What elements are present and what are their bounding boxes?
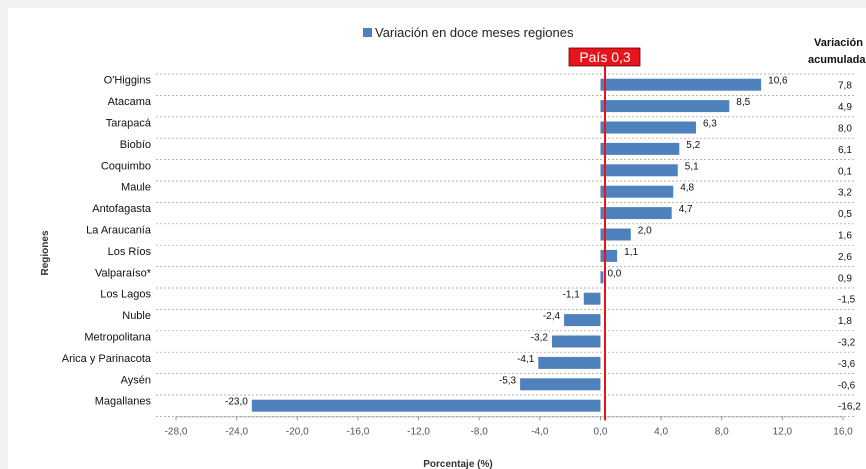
legend-label: Variación en doce meses regiones [375, 25, 574, 40]
bar [600, 164, 678, 177]
bar [600, 142, 680, 155]
category-label: Aysén [121, 374, 151, 386]
bar [600, 228, 631, 241]
category-label: Los Ríos [108, 246, 152, 258]
bar [538, 356, 601, 369]
x-tick-label: -20,0 [286, 426, 309, 437]
x-tick-label: -24,0 [225, 426, 248, 437]
gridlines [156, 73, 854, 418]
category-label: Arica y Parinacota [62, 353, 152, 365]
accumulated-header: Variación acumulada [808, 37, 866, 66]
data-label: 8,5 [736, 97, 750, 108]
y-axis-title: Regiones [40, 230, 51, 275]
accumulated-value: 6,1 [838, 145, 852, 156]
data-label: 1,1 [624, 247, 638, 258]
data-label: -5,3 [499, 375, 517, 386]
category-label: Tarapacá [106, 118, 152, 130]
bar [600, 121, 696, 134]
x-tick-label: 0,0 [594, 426, 608, 437]
category-label: Maule [121, 182, 151, 194]
bar [600, 249, 618, 262]
bars: 10,6 8,5 6,35,2 5,1 4,8 4,7 2,01,10,0 -1,1-2,4 -… [225, 76, 788, 412]
data-label: -4,1 [517, 354, 535, 365]
accumulated-value: -16,2 [838, 402, 861, 413]
accumulated-value: -0,6 [838, 380, 856, 391]
accumulated-value: 1,8 [838, 316, 852, 327]
bar [251, 399, 601, 412]
accumulated-header-line1: Variación [814, 37, 863, 49]
category-label: Metropolitana [84, 332, 152, 344]
accumulated-header-line2: acumulada [808, 54, 866, 66]
x-tick-label: 8,0 [715, 426, 729, 437]
data-label: -1,1 [563, 290, 581, 301]
bar [600, 78, 762, 91]
x-tick-label: -8,0 [471, 426, 489, 437]
data-label: 2,0 [638, 226, 652, 237]
data-label: -2,4 [543, 311, 561, 322]
bar [600, 271, 604, 284]
bar [600, 207, 672, 220]
category-label: Biobío [120, 139, 151, 151]
x-axis-ticks: -28,0 -24,0 -20,0 -16,0 -12,0 -8,0 -4,0 0,0 4,0 8… [165, 416, 853, 437]
category-label: Coquimbo [101, 160, 151, 172]
data-label: 5,2 [686, 140, 700, 151]
bar [600, 185, 674, 198]
legend: Variación en doce meses regiones [363, 25, 574, 40]
x-tick-label: 16,0 [833, 426, 853, 437]
accumulated-value: 3,2 [838, 188, 852, 199]
bar-chart: 10,68,56,35,25,14,84,72,01,10,0-1,1-2,4-… [40, 25, 866, 469]
category-label: Valparaíso* [95, 267, 152, 279]
data-label: 5,1 [685, 161, 699, 172]
accumulated-value: 0,1 [838, 166, 852, 177]
x-tick-label: -12,0 [407, 426, 430, 437]
category-label: Antofagasta [92, 203, 152, 215]
x-tick-label: 4,0 [654, 426, 668, 437]
accumulated-value: 7,8 [838, 81, 852, 92]
reference-label: País 0,3 [579, 49, 631, 65]
data-label: 4,8 [680, 183, 694, 194]
bar [583, 292, 601, 305]
chart-area: 10,6 8,5 6,3 5,2 5,1 4,8 4,7 2,0 1,1 0,0 -1,1 -2,4-… [8, 8, 866, 469]
category-label: Los Lagos [100, 289, 151, 301]
accumulated-value: 2,6 [838, 252, 852, 263]
category-labels: O'Higgins Atacama Tarapacá Biobío Coquimbo Ma… [62, 75, 152, 408]
x-tick-label: 12,0 [773, 426, 793, 437]
x-tick-label: -16,0 [347, 426, 370, 437]
accumulated-value: 0,5 [838, 209, 852, 220]
reference-label-box [568, 47, 641, 67]
data-label: 6,3 [703, 119, 717, 130]
accumulated-value: -1,5 [838, 295, 856, 306]
accumulated-value: -3,6 [838, 359, 856, 370]
bar [564, 314, 601, 327]
accumulated-value: 8,0 [838, 124, 852, 135]
category-label: O'Higgins [104, 75, 152, 87]
category-label: Nuble [122, 310, 151, 322]
x-axis-title: Porcentaje (%) [423, 459, 492, 469]
category-label: Atacama [108, 96, 152, 108]
bar [520, 378, 601, 391]
accumulated-value: 4,9 [838, 102, 852, 113]
category-label: Magallanes [95, 396, 152, 408]
data-label: -23,0 [225, 397, 248, 408]
data-label: -3,2 [531, 333, 549, 344]
x-tick-label: -4,0 [531, 426, 549, 437]
data-label: 4,7 [679, 204, 693, 215]
x-tick-label: -28,0 [165, 426, 188, 437]
category-label: La Araucanía [86, 225, 152, 237]
bar [551, 335, 601, 348]
accumulated-value: -3,2 [838, 338, 856, 349]
accumulated-values: 7,8 4,9 8,0 6,1 0,1 3,2 0,5 1,6 2,6 0,9 -1,5 1,8 -3,… [838, 81, 861, 413]
accumulated-value: 1,6 [838, 231, 852, 242]
data-label: 0,0 [607, 268, 621, 279]
accumulated-value: 0,9 [838, 273, 852, 284]
reference-line: País 0,3 [568, 47, 641, 421]
legend-swatch [363, 28, 372, 37]
data-label: 10,6 [768, 76, 788, 87]
bar [600, 100, 730, 113]
